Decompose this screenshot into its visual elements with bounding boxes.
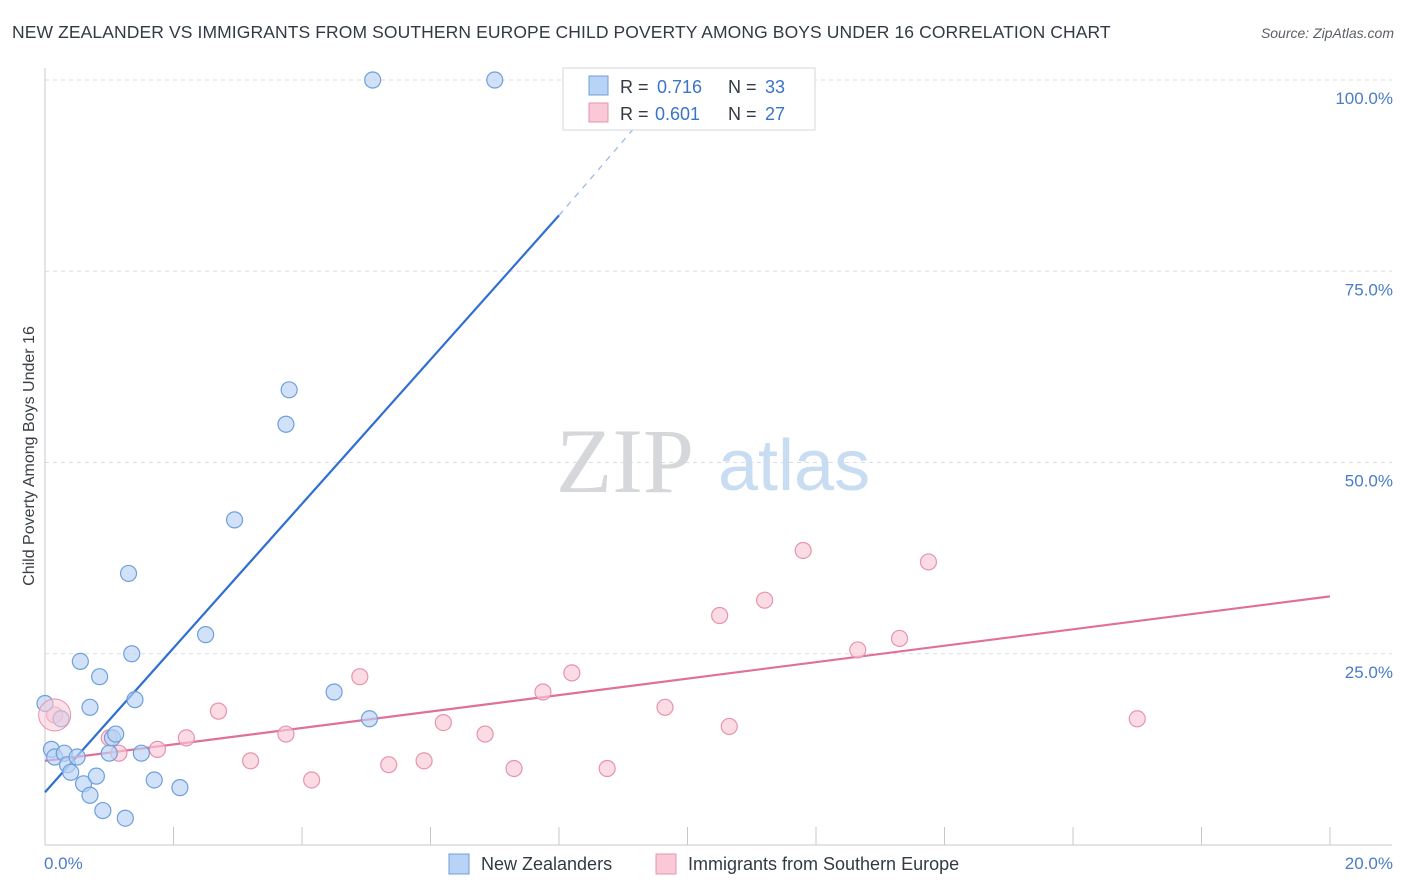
southern-europe-point <box>919 553 938 571</box>
new-zealander-point <box>107 725 125 743</box>
bottom-legend: New Zealanders Immigrants from Southern … <box>448 853 959 875</box>
watermark-atlas: atlas <box>718 426 870 506</box>
new-zealander-point <box>171 779 189 797</box>
legend-r-label-blue: R = <box>620 77 649 97</box>
southern-europe-point <box>242 752 260 770</box>
legend-swatch-blue <box>588 75 609 96</box>
new-zealander-point <box>68 748 86 766</box>
southern-europe-point <box>849 641 867 659</box>
new-zealander-point <box>364 71 382 89</box>
y-axis-label: Child Poverty Among Boys Under 16 <box>21 326 38 586</box>
new-zealander-point <box>91 668 109 686</box>
southern-europe-point <box>148 740 167 758</box>
new-zealander-point <box>325 683 343 701</box>
southern-europe-point <box>505 759 523 778</box>
x-tick-label: 0.0% <box>44 854 83 873</box>
southern-europe-point <box>177 729 195 747</box>
southern-europe-point <box>563 664 581 682</box>
y-tick-label: 75.0% <box>1345 280 1393 299</box>
legend-n-label-blue: N = <box>728 77 757 97</box>
new-zealander-point <box>280 381 298 399</box>
y-tick-label: 25.0% <box>1345 663 1393 682</box>
legend-n-value-blue: 33 <box>765 77 785 97</box>
chart-source: Source: ZipAtlas.com <box>1260 25 1394 41</box>
southern-europe-point <box>711 606 729 625</box>
southern-europe-point <box>380 756 398 774</box>
new-zealander-point <box>119 564 138 583</box>
watermark: ZIP atlas <box>556 410 870 512</box>
x-tick-label: 20.0% <box>1345 854 1393 873</box>
southern-europe-point <box>277 725 295 743</box>
southern-europe-point <box>656 698 674 716</box>
grid-layer <box>45 79 1392 655</box>
new-zealander-point <box>225 511 244 529</box>
new-zealander-point <box>94 801 112 820</box>
southern-europe-point <box>476 725 494 743</box>
points-layer <box>36 71 1146 827</box>
southern-europe-point <box>415 752 433 770</box>
southern-europe-point <box>351 668 369 686</box>
southern-europe-point <box>209 702 228 720</box>
y-tick-label: 100.0% <box>1335 89 1393 108</box>
bottom-legend-label-blue: New Zealanders <box>481 854 612 874</box>
new-zealander-point <box>81 786 99 804</box>
legend-box: R = 0.716 N = 33 R = 0.601 N = 27 <box>562 67 816 131</box>
chart-title: NEW ZEALANDER VS IMMIGRANTS FROM SOUTHER… <box>12 22 1111 42</box>
y-tick-label: 50.0% <box>1345 472 1393 491</box>
bottom-legend-swatch-blue <box>448 853 470 875</box>
southern-europe-trend-line <box>44 595 1331 762</box>
new-zealander-point <box>100 744 118 762</box>
southern-europe-point <box>1128 710 1146 728</box>
legend-r-label-pink: R = <box>620 104 649 124</box>
new-zealander-point <box>145 771 163 789</box>
watermark-zip: ZIP <box>556 410 694 512</box>
southern-europe-point <box>794 541 812 560</box>
legend-n-value-pink: 27 <box>765 104 785 124</box>
southern-europe-point <box>598 759 616 778</box>
new-zealander-point <box>71 652 89 671</box>
new-zealander-point <box>197 626 215 644</box>
legend-n-label-pink: N = <box>728 104 757 124</box>
new-zealander-point <box>123 645 141 663</box>
new-zealander-point <box>87 767 106 785</box>
new-zealander-point <box>81 698 99 716</box>
southern-europe-cluster <box>38 698 72 732</box>
bottom-legend-label-pink: Immigrants from Southern Europe <box>688 854 959 874</box>
new-zealander-trend-extension <box>558 125 637 216</box>
new-zealander-point <box>277 415 295 433</box>
southern-europe-point <box>890 629 909 648</box>
new-zealander-point <box>360 710 379 728</box>
southern-europe-point <box>303 771 321 789</box>
axis-layer: 25.0% 50.0% 75.0% 100.0% 0.0% 20.0% <box>44 68 1393 873</box>
new-zealander-point <box>116 809 134 827</box>
new-zealander-point <box>62 763 80 781</box>
new-zealander-point <box>132 744 150 762</box>
new-zealander-point <box>126 691 144 709</box>
southern-europe-point <box>720 717 738 736</box>
southern-europe-point <box>534 683 552 701</box>
new-zealander-point <box>486 71 504 89</box>
southern-europe-point <box>755 591 774 609</box>
southern-europe-point <box>434 713 452 732</box>
legend-swatch-pink <box>588 102 609 123</box>
legend-r-value-pink: 0.601 <box>655 104 700 124</box>
bottom-legend-swatch-pink <box>655 853 677 875</box>
legend-r-value-blue: 0.716 <box>657 77 702 97</box>
